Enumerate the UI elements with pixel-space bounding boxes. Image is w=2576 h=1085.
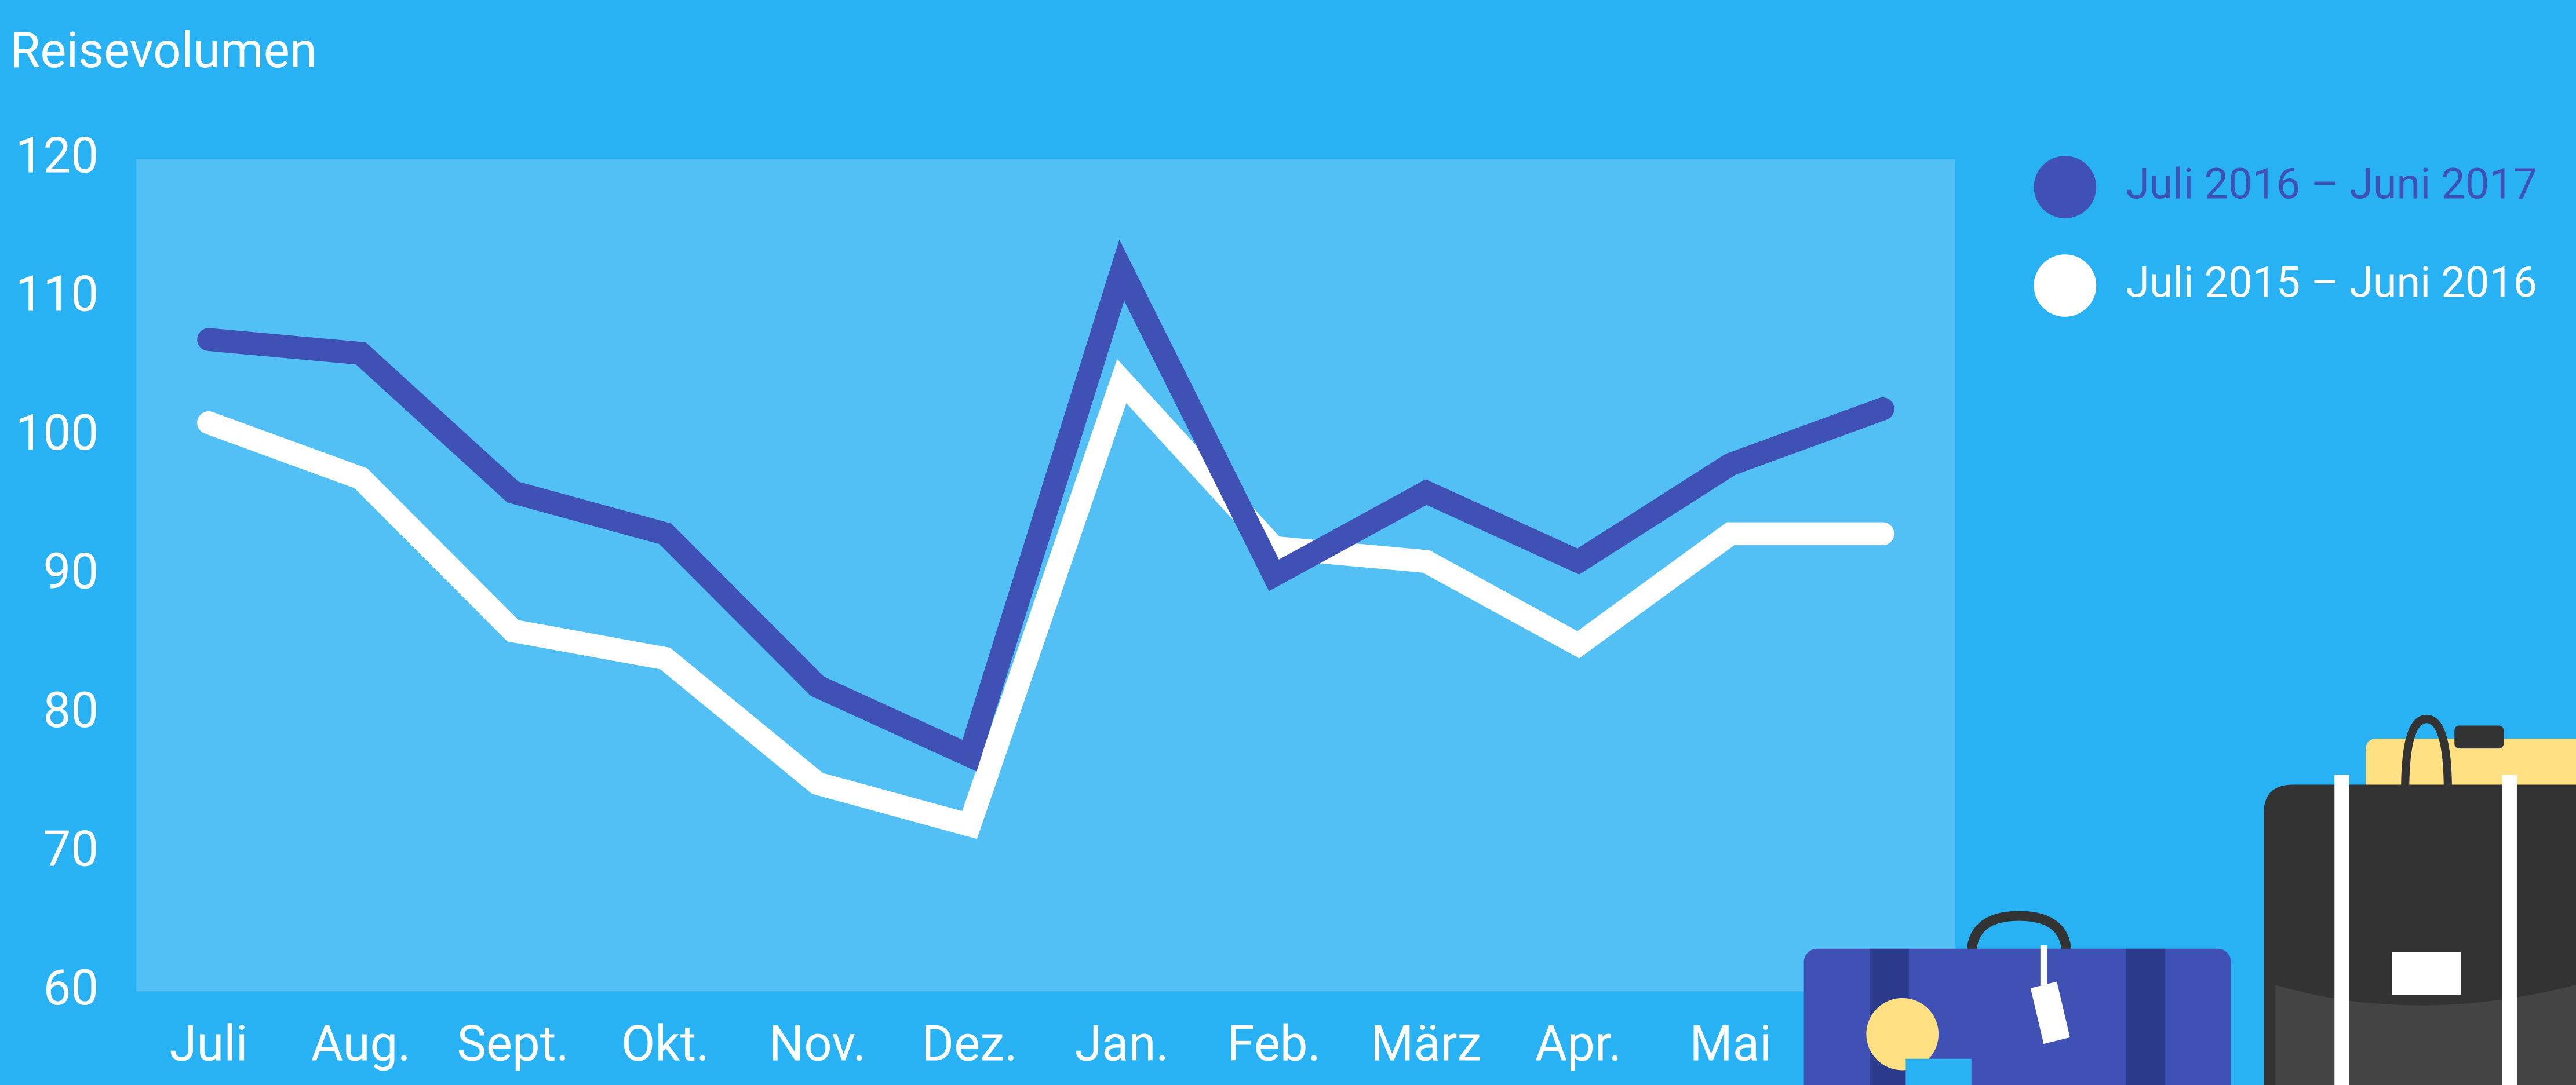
x-tick-label: Okt.	[621, 1014, 709, 1072]
legend-swatch	[2034, 156, 2097, 218]
legend-swatch	[2034, 254, 2097, 317]
suitcase-tag	[2030, 981, 2070, 1044]
series-line	[197, 239, 1894, 772]
suitcase-handle	[1966, 911, 2072, 956]
backpack-illustration	[2264, 715, 2576, 1085]
suitcase-sticker	[1905, 1058, 1972, 1085]
suitcase-body	[1803, 948, 2231, 1085]
x-tick-label: Feb.	[1227, 1014, 1321, 1072]
legend-label: Juli 2015 – Juni 2016	[2126, 258, 2537, 308]
x-tick-label: Dez.	[921, 1014, 1018, 1072]
plot: 60 70 80 90 100 110 120 Juli Aug. Sept. Okt. Nov. De…	[16, 126, 1894, 1072]
backpack-handle	[2401, 715, 2452, 791]
x-tick-label: Sept.	[457, 1014, 569, 1072]
suitcase-stripe	[2126, 948, 2166, 1085]
x-tick-label: Jan.	[1074, 1014, 1169, 1072]
y-tick-label: 70	[43, 820, 99, 878]
y-tick-label: 110	[16, 265, 99, 323]
x-tick-label: März	[1371, 1014, 1481, 1072]
y-tick-label: 100	[16, 404, 99, 462]
x-tick-label: Apr.	[1535, 1014, 1622, 1072]
x-tick-label: Mai	[1690, 1014, 1772, 1072]
backpack-pocket	[2275, 985, 2576, 1085]
series-line	[197, 359, 1894, 839]
y-tick-label: 120	[16, 126, 99, 184]
backpack-strap	[2502, 775, 2517, 1085]
backpack-clip	[2454, 725, 2504, 749]
backpack-strap	[2334, 775, 2349, 1085]
x-tick-label: Nov.	[769, 1014, 866, 1072]
legend-label: Juli 2016 – Juni 2017	[2126, 159, 2537, 209]
suitcase-sticker	[1866, 998, 1939, 1071]
backpack-label	[2392, 952, 2461, 995]
x-tick-label: Aug.	[311, 1014, 411, 1072]
y-tick-label: 60	[43, 959, 99, 1017]
x-tick-label: Juli	[169, 1014, 247, 1072]
y-tick-label: 90	[43, 543, 99, 601]
y-tick-label: 80	[43, 681, 99, 739]
suitcase-illustration	[1803, 911, 2231, 1085]
chart-title: Reisevolumen	[10, 21, 317, 79]
